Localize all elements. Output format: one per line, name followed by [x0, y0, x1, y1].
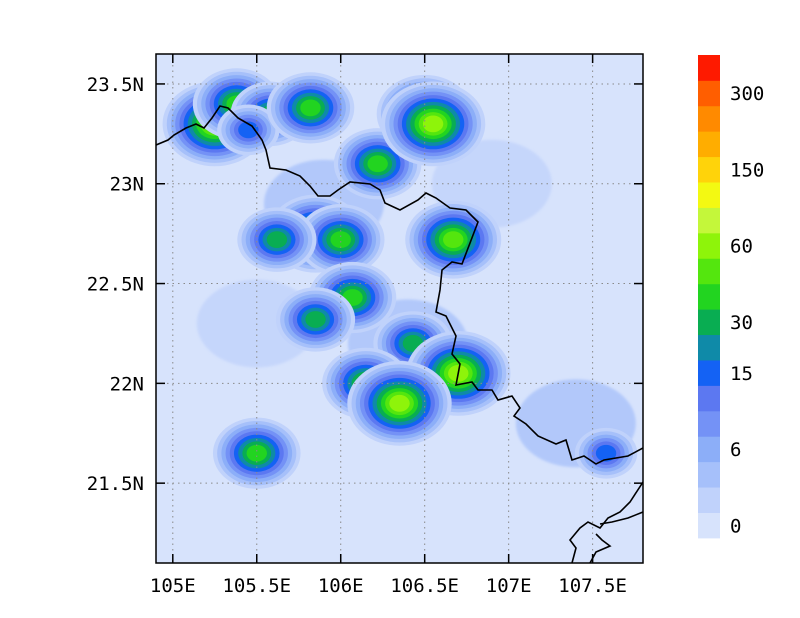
colorbar-label: 60: [730, 236, 753, 258]
colorbar-label: 15: [730, 363, 753, 385]
y-tick-label: 22.5N: [87, 274, 144, 296]
axis-ticks: 105E 105.5E 106E 106.5E 107E 107.5E 23.5N 23N 22…: [87, 54, 643, 597]
colorbar-label: 150: [730, 159, 764, 181]
precip-contour: [266, 231, 288, 249]
colorbar-swatch: [698, 436, 720, 463]
x-tick-label: 107E: [486, 575, 532, 597]
colorbar-swatch: [698, 360, 720, 386]
colorbar-swatch: [698, 156, 720, 183]
x-tick-label: 106E: [318, 575, 364, 597]
precip-contour: [443, 231, 464, 249]
colorbar-label: 0: [730, 515, 741, 537]
colorbar-swatch: [698, 461, 720, 488]
precip-cell: [266, 72, 355, 144]
y-tick-label: 23N: [110, 174, 144, 196]
colorbar-swatch: [698, 283, 720, 310]
colorbar-swatch: [698, 105, 720, 132]
colorbar-label: 6: [730, 439, 741, 461]
precip-contour: [246, 444, 267, 462]
gridlines: [156, 54, 643, 563]
precip-contour: [305, 311, 326, 328]
precip-contour: [367, 155, 388, 173]
colorbar-swatch: [698, 182, 720, 208]
colorbar-swatch: [698, 410, 720, 437]
y-tick-label: 22N: [110, 373, 144, 395]
plot-area: 105E 105.5E 106E 106.5E 107E 107.5E 23.5N 23N 22…: [87, 53, 644, 597]
colorbar-label: 30: [730, 312, 753, 334]
y-tick-label: 21.5N: [87, 473, 144, 495]
x-tick-label: 105E: [150, 575, 196, 597]
precip-cell: [405, 200, 502, 279]
x-tick-label: 105.5E: [222, 575, 291, 597]
colorbar-swatch: [698, 385, 720, 412]
national-border: [156, 105, 643, 465]
precip-contour: [595, 444, 617, 462]
precip-cell: [275, 287, 356, 352]
boundary-lines: [156, 105, 643, 563]
precip-contour: [238, 121, 259, 139]
colorbar-swatch: [698, 131, 720, 158]
colorbar-swatch: [698, 55, 720, 81]
x-tick-label: 106.5E: [390, 575, 459, 597]
colorbar-swatch: [698, 487, 720, 513]
precip-cell: [380, 81, 486, 167]
precip-cells: [162, 68, 638, 489]
precip-cell: [574, 427, 638, 479]
colorbar: 0 6 15 30 60 150 300: [698, 55, 764, 539]
precip-cell: [347, 360, 452, 446]
precip-contour: [389, 394, 410, 412]
colorbar-swatch: [698, 232, 720, 259]
precip-cell: [296, 204, 385, 276]
coastline-3: [599, 511, 643, 525]
colorbar-swatch: [698, 512, 720, 539]
colorbar-swatch: [698, 258, 720, 285]
coastline-2: [589, 533, 612, 563]
colorbar-swatch: [698, 334, 720, 361]
precip-contour: [300, 99, 321, 117]
precip-cell: [212, 417, 301, 489]
precip-cell: [237, 207, 317, 272]
coastline: [568, 481, 643, 563]
colorbar-swatch: [698, 207, 720, 234]
colorbar-swatch: [698, 309, 720, 336]
y-tick-label: 23.5N: [87, 74, 144, 96]
plot-frame: [155, 53, 644, 564]
colorbar-label: 300: [730, 83, 764, 105]
colorbar-swatch: [698, 80, 720, 107]
precip-contour: [422, 115, 444, 133]
precip-contour: [330, 231, 351, 249]
x-tick-label: 107.5E: [558, 575, 627, 597]
